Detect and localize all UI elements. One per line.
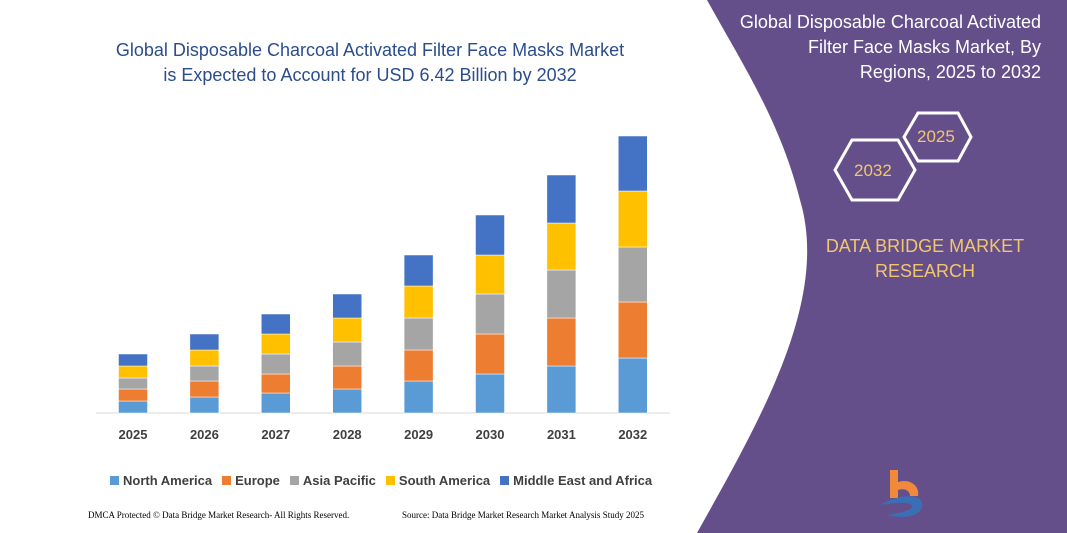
purple-panel — [697, 0, 1067, 533]
hex-label-2025: 2025 — [917, 127, 955, 146]
legend-item: South America — [385, 473, 491, 488]
bar-2032-4 — [618, 135, 648, 192]
bar-2031-2 — [546, 269, 577, 319]
bar-2027-2 — [261, 353, 291, 375]
legend-swatch — [385, 476, 395, 485]
bar-2032-0 — [618, 357, 648, 414]
footer-source: Source: Data Bridge Market Research Mark… — [402, 510, 644, 520]
logo-icon — [880, 470, 923, 517]
hex-label-2032: 2032 — [854, 161, 892, 180]
x-tick-label: 2030 — [476, 427, 505, 442]
bar-2031-3 — [546, 222, 577, 271]
brand-line-2: RESEARCH — [874, 261, 976, 281]
bar-2030-1 — [475, 333, 505, 375]
bar-2026-4 — [189, 333, 220, 351]
legend-label: Middle East and Africa — [513, 473, 653, 488]
legend: North America Europe Asia Pacific South Ame… — [110, 473, 652, 488]
legend-item: Middle East and Africa — [500, 473, 652, 488]
legend-item: North America — [110, 473, 212, 488]
bar-2027-1 — [261, 373, 291, 394]
legend-item: Europe — [222, 473, 280, 488]
bar-2028-1 — [332, 365, 362, 390]
bar-2030-3 — [475, 254, 505, 295]
side-title-line-2: Filter Face Masks Market, By — [807, 37, 1041, 57]
bar-2028-2 — [332, 341, 362, 367]
legend-swatch — [110, 476, 119, 485]
brand-text: DATA BRIDGE MARKET RESEARCH — [800, 234, 1050, 284]
footer-copyright: DMCA Protected © Data Bridge Market Rese… — [88, 510, 350, 520]
chart-title: Global Disposable Charcoal Activated Fil… — [90, 38, 650, 88]
bar-2026-0 — [189, 396, 220, 414]
x-tick-label: 2025 — [119, 427, 148, 442]
bar-2032-3 — [618, 190, 648, 248]
bar-2026-3 — [189, 349, 220, 367]
bar-2026-1 — [189, 380, 220, 398]
x-tick-label: 2032 — [618, 427, 647, 442]
side-title-line-1: Global Disposable Charcoal Activated — [739, 12, 1041, 32]
hexagon-2025 — [902, 111, 973, 163]
bar-2030-0 — [475, 373, 505, 414]
bar-2029-0 — [403, 380, 434, 414]
legend-label: South America — [398, 473, 491, 488]
legend-label: Asia Pacific — [302, 473, 376, 488]
legend-swatch — [222, 476, 232, 485]
bar-2032-1 — [618, 301, 648, 359]
side-title-line-3: Regions, 2025 to 2032 — [859, 62, 1041, 82]
hexagon-2032 — [833, 138, 917, 202]
x-tick-label: 2027 — [261, 427, 290, 442]
bar-2030-4 — [475, 214, 505, 256]
title-line-1: Global Disposable Charcoal Activated Fil… — [115, 40, 625, 60]
bar-2032-2 — [618, 246, 648, 303]
bar-2025-4 — [118, 353, 148, 367]
bar-2031-4 — [546, 174, 577, 224]
x-tick-label: 2028 — [333, 427, 362, 442]
bar-2029-4 — [403, 254, 434, 287]
bar-2028-4 — [332, 293, 362, 319]
bar-2025-2 — [118, 377, 148, 390]
bar-2028-3 — [332, 317, 362, 343]
bar-2025-1 — [118, 388, 148, 402]
title-line-2: is Expected to Account for USD 6.42 Bill… — [163, 65, 577, 85]
bar-2029-1 — [403, 349, 434, 382]
legend-swatch — [500, 476, 510, 485]
bar-2028-0 — [332, 388, 362, 414]
legend-label: North America — [123, 473, 213, 488]
bar-2029-3 — [403, 285, 434, 319]
legend-item: Asia Pacific — [289, 473, 376, 488]
bar-2026-2 — [189, 365, 220, 382]
bar-2025-3 — [118, 365, 148, 379]
bar-2031-0 — [546, 365, 577, 414]
chart-area: 2025 2026 2027 2028 2029 2030 2031 2032 — [96, 135, 670, 442]
bar-2025-0 — [118, 400, 148, 414]
x-tick-label: 2029 — [404, 427, 433, 442]
bar-2027-4 — [261, 313, 291, 335]
x-tick-label: 2026 — [190, 427, 219, 442]
bar-2027-0 — [261, 392, 291, 414]
bar-2030-2 — [475, 293, 505, 335]
bar-2031-1 — [546, 317, 577, 367]
brand-line-1: DATA BRIDGE MARKET — [825, 236, 1025, 256]
bar-2027-3 — [261, 333, 291, 355]
side-title: Global Disposable Charcoal Activated Filt… — [711, 10, 1041, 85]
legend-swatch — [289, 476, 299, 485]
legend-label: Europe — [235, 473, 280, 488]
x-tick-label: 2031 — [547, 427, 576, 442]
bar-2029-2 — [403, 317, 434, 351]
